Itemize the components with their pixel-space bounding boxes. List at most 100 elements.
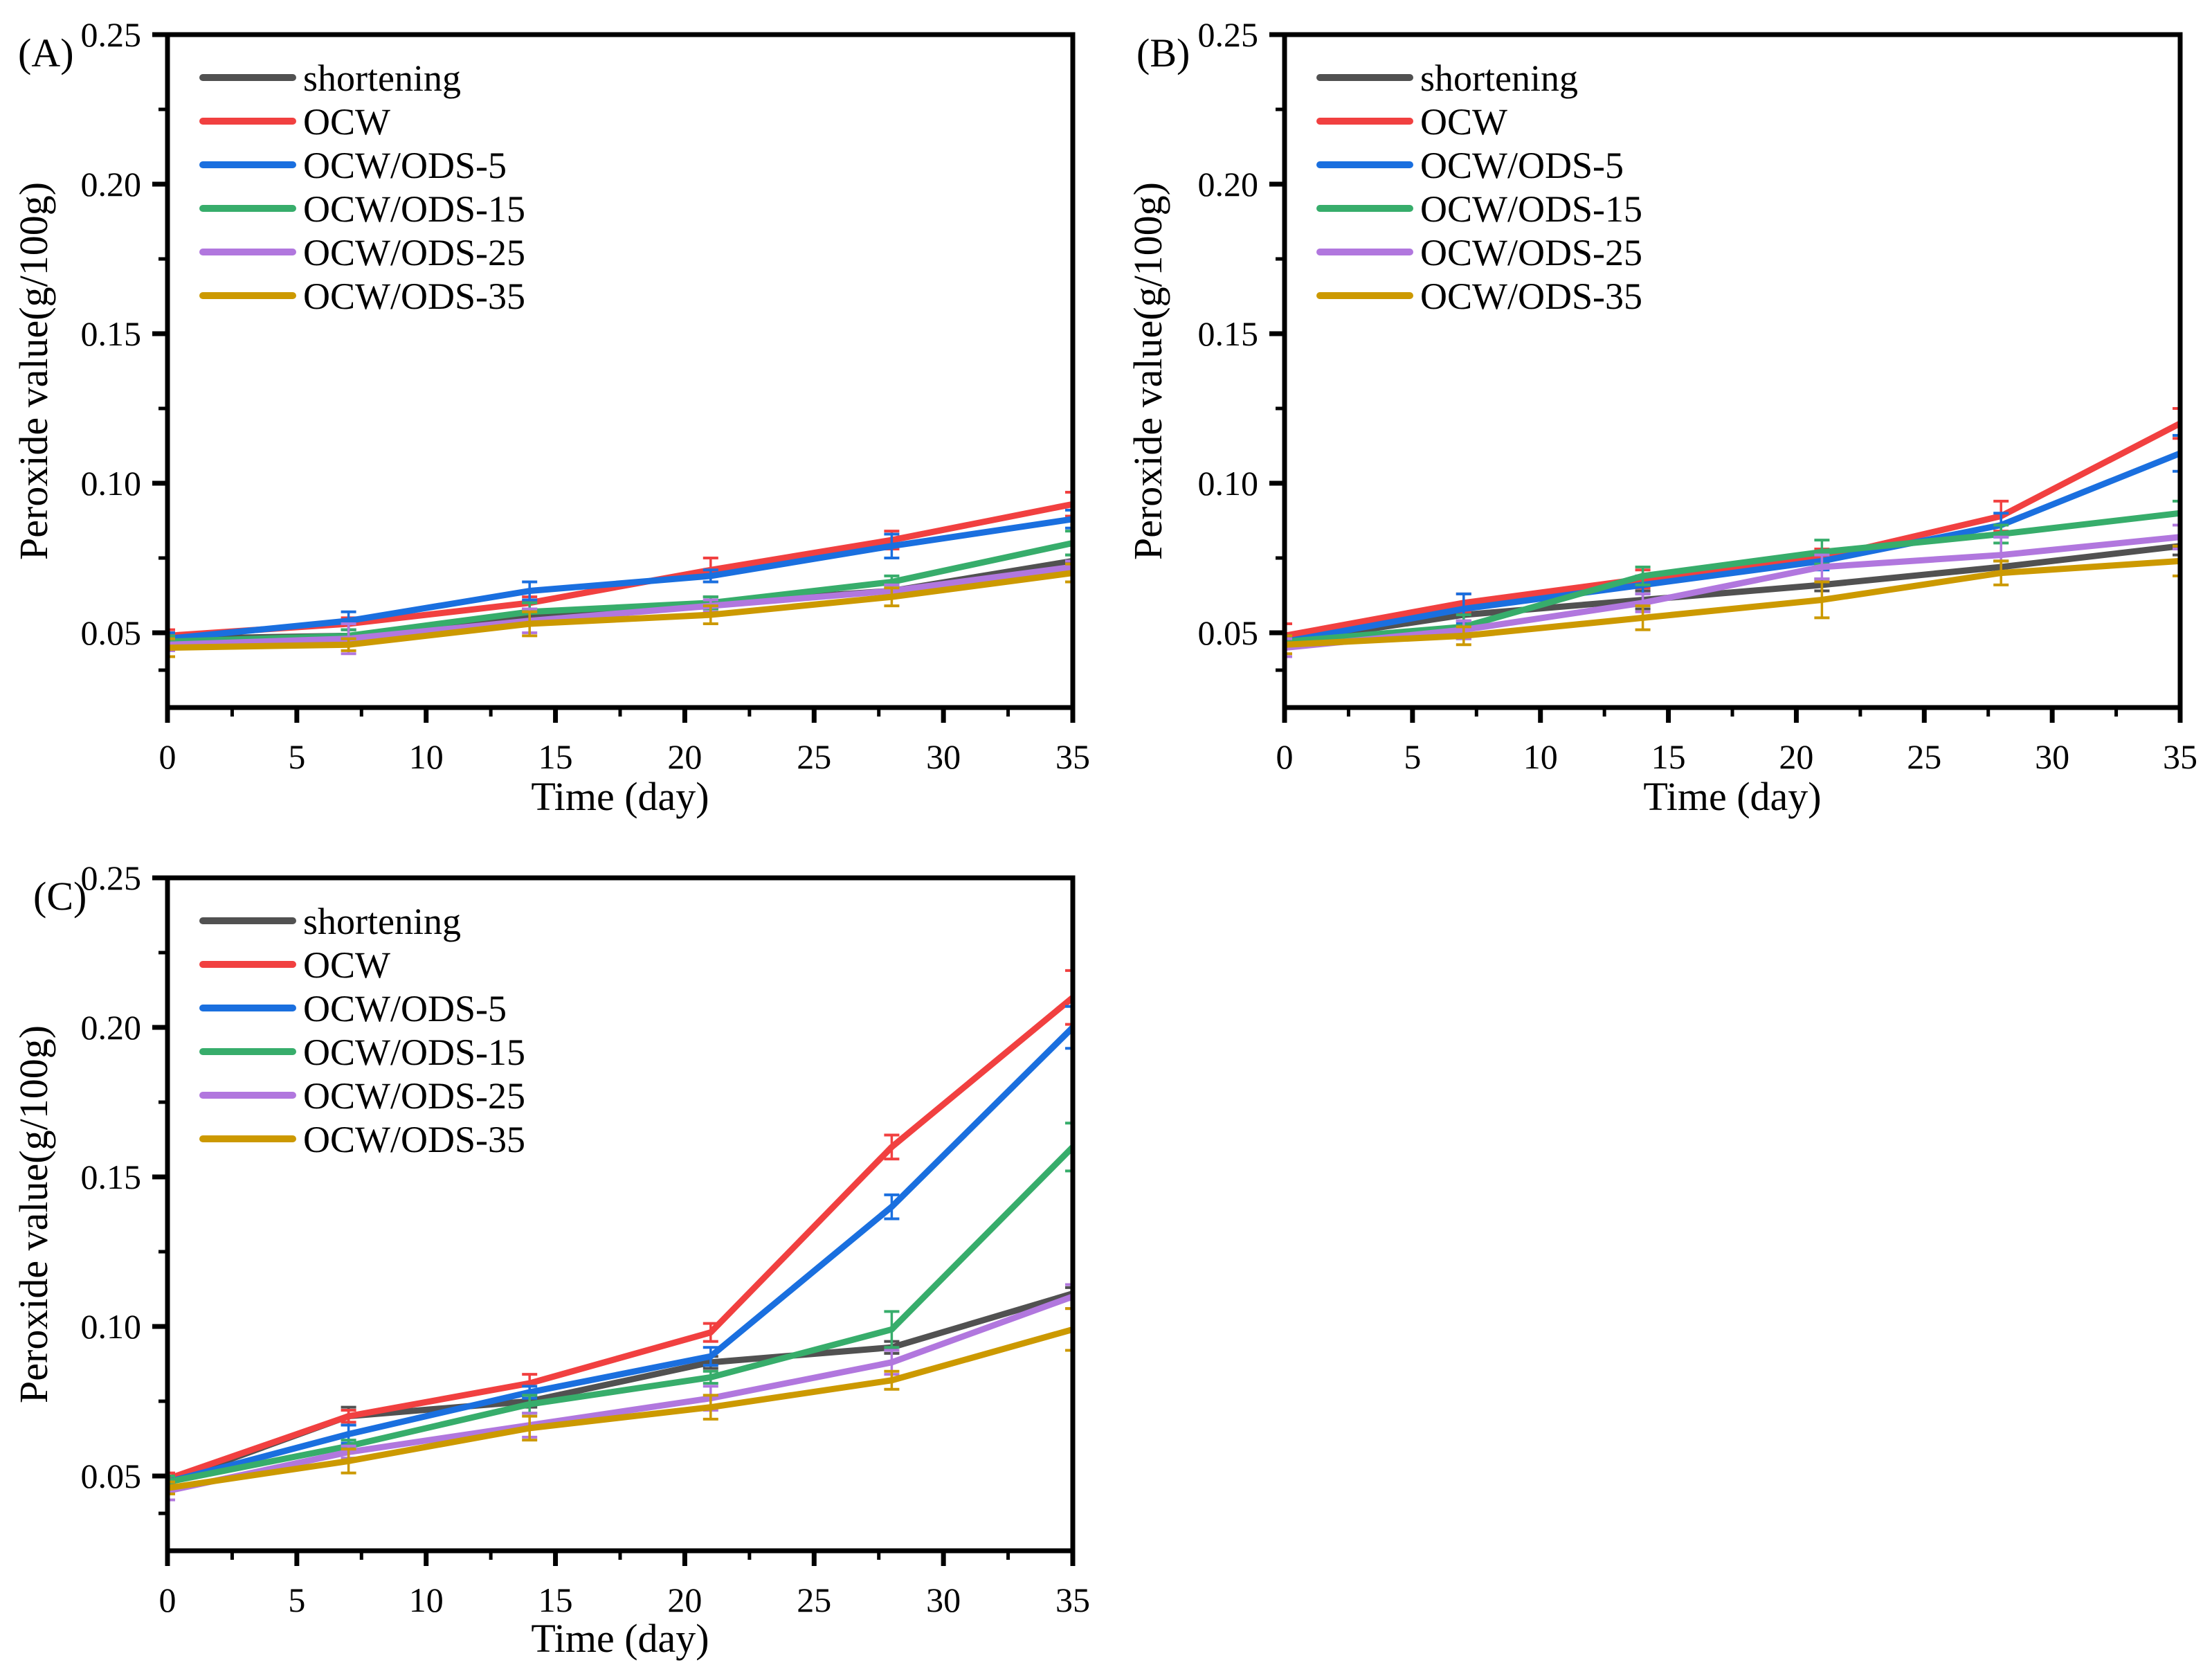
legend-item: OCW/ODS-15 [199, 1032, 525, 1073]
panel-b-y-axis: 0.05 0.10 0.15 0.20 0.25 Peroxide value(g/100… [1125, 15, 1285, 672]
legend-label: shortening [1420, 57, 1578, 99]
panel-c-label: (C) [33, 874, 87, 919]
panel-a-legend: shorteningOCWOCW/ODS-5OCW/ODS-15OCW/ODS-… [199, 57, 525, 317]
legend-item: OCW/ODS-35 [199, 1119, 525, 1160]
x-tick-label: 15 [538, 1581, 573, 1619]
panel-c-line-ocw-ods-5 [167, 1024, 1073, 1486]
legend-label: OCW/ODS-15 [303, 188, 525, 230]
y-tick-label: 0.10 [81, 1307, 142, 1346]
x-tick-label: 35 [1055, 737, 1090, 776]
x-tick-label: 35 [1055, 1581, 1090, 1619]
y-tick-label: 0.05 [81, 1457, 142, 1495]
panel-a-y-axis: 0.05 0.10 0.15 0.20 0.25 Peroxide value(g/100… [11, 15, 167, 672]
y-tick-label: 0.25 [1198, 15, 1259, 54]
legend-label: shortening [303, 901, 461, 942]
y-tick-label: 0.20 [81, 165, 142, 204]
x-tick-label: 10 [409, 1581, 444, 1619]
y-tick-label: 0.25 [81, 15, 142, 54]
panel-b-line-shortening [1285, 543, 2180, 645]
x-tick-label: 5 [1404, 737, 1421, 776]
x-tick-label: 10 [1523, 737, 1558, 776]
legend-item: shortening [1316, 57, 1578, 99]
x-tick-label: 25 [797, 1581, 831, 1619]
panel-b-line-ocw-ods-25 [1285, 534, 2180, 651]
legend-label: OCW/ODS-15 [303, 1032, 525, 1073]
x-tick-label: 30 [926, 737, 961, 776]
panel-b-line-ocw-ods-5 [1285, 450, 2180, 645]
legend-label: OCW/ODS-35 [1420, 276, 1642, 317]
panel-b-legend: shorteningOCWOCW/ODS-5OCW/ODS-15OCW/ODS-… [1316, 57, 1642, 317]
legend-item: OCW/ODS-25 [199, 1075, 525, 1117]
legend-label: OCW/ODS-15 [1420, 188, 1642, 230]
panel-b-label: (B) [1136, 30, 1190, 75]
y-tick-label: 0.15 [81, 1158, 142, 1196]
x-tick-label: 0 [159, 1581, 176, 1619]
x-tick-label: 15 [538, 737, 573, 776]
panel-c-line-ocw-ods-15 [167, 1144, 1073, 1486]
x-tick-label: 5 [288, 1581, 305, 1619]
panel-c-x-axis-title: Time (day) [531, 1616, 709, 1661]
x-tick-label: 20 [1779, 737, 1813, 776]
panel-a-label: (A) [18, 30, 74, 75]
panel-a-line-ocw-ods-5 [167, 516, 1073, 642]
x-tick-label: 25 [1907, 737, 1941, 776]
legend-label: OCW [303, 101, 390, 143]
panel-c: 0 5 10 15 20 25 30 35 Time (day) 0.05 0.10 0.15 0.20… [11, 858, 1090, 1661]
y-tick-label: 0.20 [1198, 165, 1259, 204]
panel-c-line-ocw-ods-35 [167, 1326, 1073, 1491]
legend-item: OCW/ODS-35 [199, 276, 525, 317]
legend-item: OCW [1316, 101, 1507, 143]
legend-label: OCW [1420, 101, 1507, 143]
legend-item: shortening [199, 901, 461, 942]
y-tick-label: 0.25 [81, 858, 142, 897]
legend-label: OCW/ODS-5 [1420, 145, 1624, 186]
legend-label: OCW/ODS-5 [303, 145, 507, 186]
x-tick-label: 5 [288, 737, 305, 776]
panel-c-legend: shorteningOCWOCW/ODS-5OCW/ODS-15OCW/ODS-… [199, 901, 525, 1160]
panel-b-line-ocw-ods-35 [1285, 557, 2180, 648]
legend-item: OCW/ODS-5 [1316, 145, 1624, 186]
x-tick-label: 30 [2035, 737, 2069, 776]
y-tick-label: 0.10 [1198, 464, 1259, 503]
legend-label: OCW/ODS-25 [303, 232, 525, 273]
panel-b-line-ocw-ods-15 [1285, 510, 2180, 645]
legend-item: OCW/ODS-35 [1316, 276, 1642, 317]
panel-c-series-area [167, 969, 1073, 1502]
panel-a-line-ocw-ods-35 [167, 570, 1073, 651]
panel-c-errorbars-ocw [167, 969, 1073, 1486]
panel-a-y-axis-title: Peroxide value(g/100g) [11, 182, 56, 560]
panel-a-series-area [167, 490, 1073, 658]
x-tick-label: 35 [2163, 737, 2197, 776]
legend-item: OCW/ODS-5 [199, 145, 507, 186]
panel-a-x-axis-title: Time (day) [531, 774, 709, 819]
x-tick-label: 20 [667, 1581, 702, 1619]
legend-label: OCW/ODS-25 [303, 1075, 525, 1117]
panel-a-x-axis: 0 5 10 15 20 25 30 35 Time (day) [159, 708, 1090, 819]
y-tick-label: 0.15 [81, 314, 142, 353]
legend-item: OCW/ODS-15 [199, 188, 525, 230]
panel-c-y-axis: 0.05 0.10 0.15 0.20 0.25 Peroxide value(g/100… [11, 858, 167, 1515]
y-tick-label: 0.05 [1198, 613, 1259, 652]
legend-label: OCW/ODS-5 [303, 988, 507, 1029]
x-tick-label: 0 [159, 737, 176, 776]
legend-item: OCW/ODS-15 [1316, 188, 1642, 230]
legend-label: OCW [303, 944, 390, 986]
y-tick-label: 0.20 [81, 1008, 142, 1047]
panel-c-x-axis: 0 5 10 15 20 25 30 35 Time (day) [159, 1551, 1090, 1661]
y-tick-label: 0.10 [81, 464, 142, 503]
panel-a-line-ocw-ods-25 [167, 564, 1073, 648]
panel-b-line-ocw [1285, 420, 2180, 639]
y-tick-label: 0.15 [1198, 314, 1259, 353]
panel-b-y-axis-title: Peroxide value(g/100g) [1125, 182, 1170, 560]
panel-c-line-ocw-ods-25 [167, 1293, 1073, 1495]
x-tick-label: 30 [926, 1581, 961, 1619]
legend-item: OCW/ODS-5 [199, 988, 507, 1029]
legend-item: shortening [199, 57, 461, 99]
legend-label: OCW/ODS-25 [1420, 232, 1642, 273]
panel-b-x-axis-title: Time (day) [1643, 774, 1821, 819]
panel-b: 0 5 10 15 20 25 30 35 Time (day) 0.05 0.10 0.15 0.20… [1125, 15, 2197, 819]
y-tick-label: 0.05 [81, 613, 142, 652]
panel-b-x-axis: 0 5 10 15 20 25 30 35 Time (day) [1276, 708, 2197, 819]
